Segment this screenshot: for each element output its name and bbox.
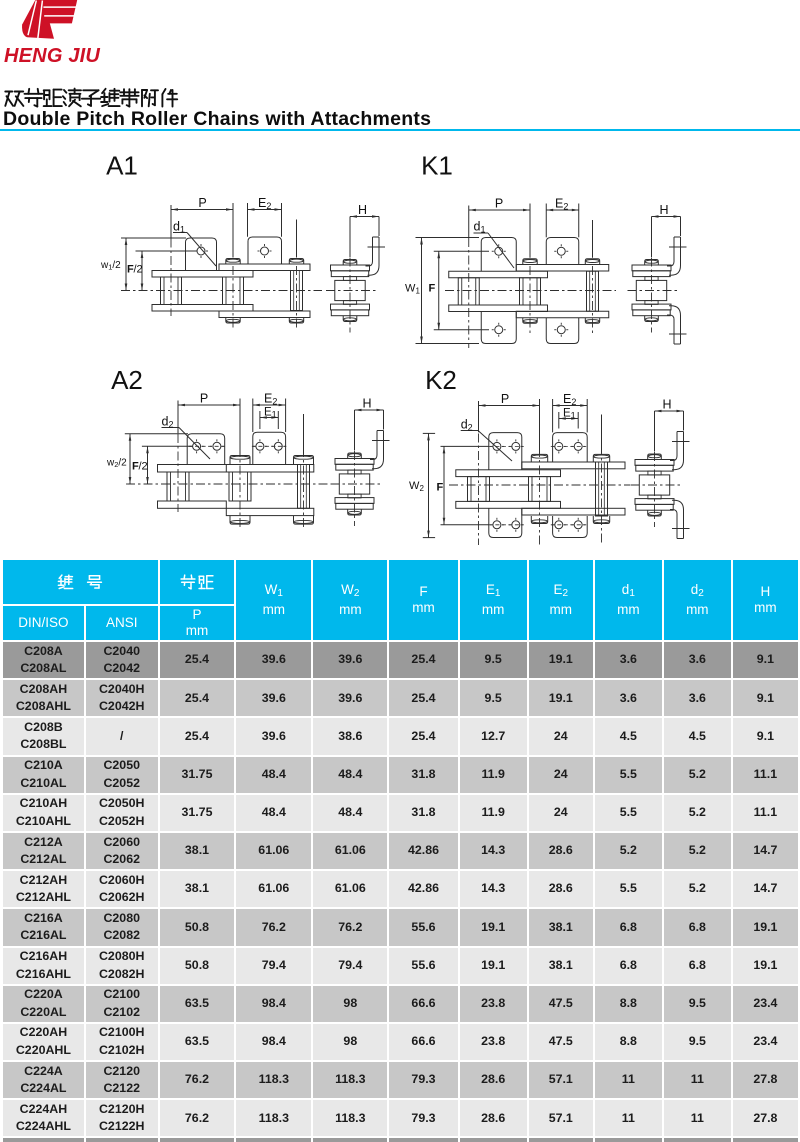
- svg-text:P: P: [198, 196, 206, 210]
- svg-text:W: W: [409, 480, 420, 492]
- svg-text:w1/2: w1/2: [100, 260, 121, 272]
- svg-text:2: 2: [420, 484, 425, 493]
- svg-text:E1: E1: [563, 407, 576, 420]
- svg-text:E2: E2: [258, 196, 271, 211]
- svg-text:F: F: [132, 461, 139, 473]
- svg-text:K1: K1: [421, 151, 453, 181]
- svg-text:E2: E2: [264, 392, 277, 407]
- svg-text:1: 1: [416, 287, 421, 296]
- svg-text:P: P: [501, 392, 509, 406]
- svg-text:E2: E2: [555, 197, 568, 212]
- svg-text:d1: d1: [173, 220, 185, 235]
- svg-text:A1: A1: [106, 151, 138, 181]
- svg-text:A2: A2: [111, 365, 143, 395]
- svg-text:d2: d2: [461, 418, 473, 433]
- svg-text:/2: /2: [139, 461, 148, 473]
- svg-text:K2: K2: [425, 365, 457, 395]
- svg-text:E2: E2: [563, 392, 576, 407]
- svg-text:H: H: [362, 397, 371, 411]
- svg-text:E1: E1: [264, 406, 277, 419]
- svg-text:H: H: [662, 398, 671, 412]
- svg-text:d1: d1: [474, 220, 486, 235]
- svg-text:w2/2: w2/2: [106, 458, 127, 470]
- svg-text:P: P: [200, 392, 208, 406]
- svg-text:F: F: [429, 283, 436, 295]
- svg-text:W: W: [405, 283, 416, 295]
- svg-text:P: P: [495, 197, 503, 211]
- svg-text:H: H: [358, 203, 367, 217]
- svg-text:d2: d2: [162, 415, 174, 430]
- svg-text:H: H: [659, 203, 668, 217]
- svg-text:F: F: [127, 264, 134, 276]
- svg-text:F: F: [437, 482, 444, 494]
- svg-text:/2: /2: [134, 264, 143, 276]
